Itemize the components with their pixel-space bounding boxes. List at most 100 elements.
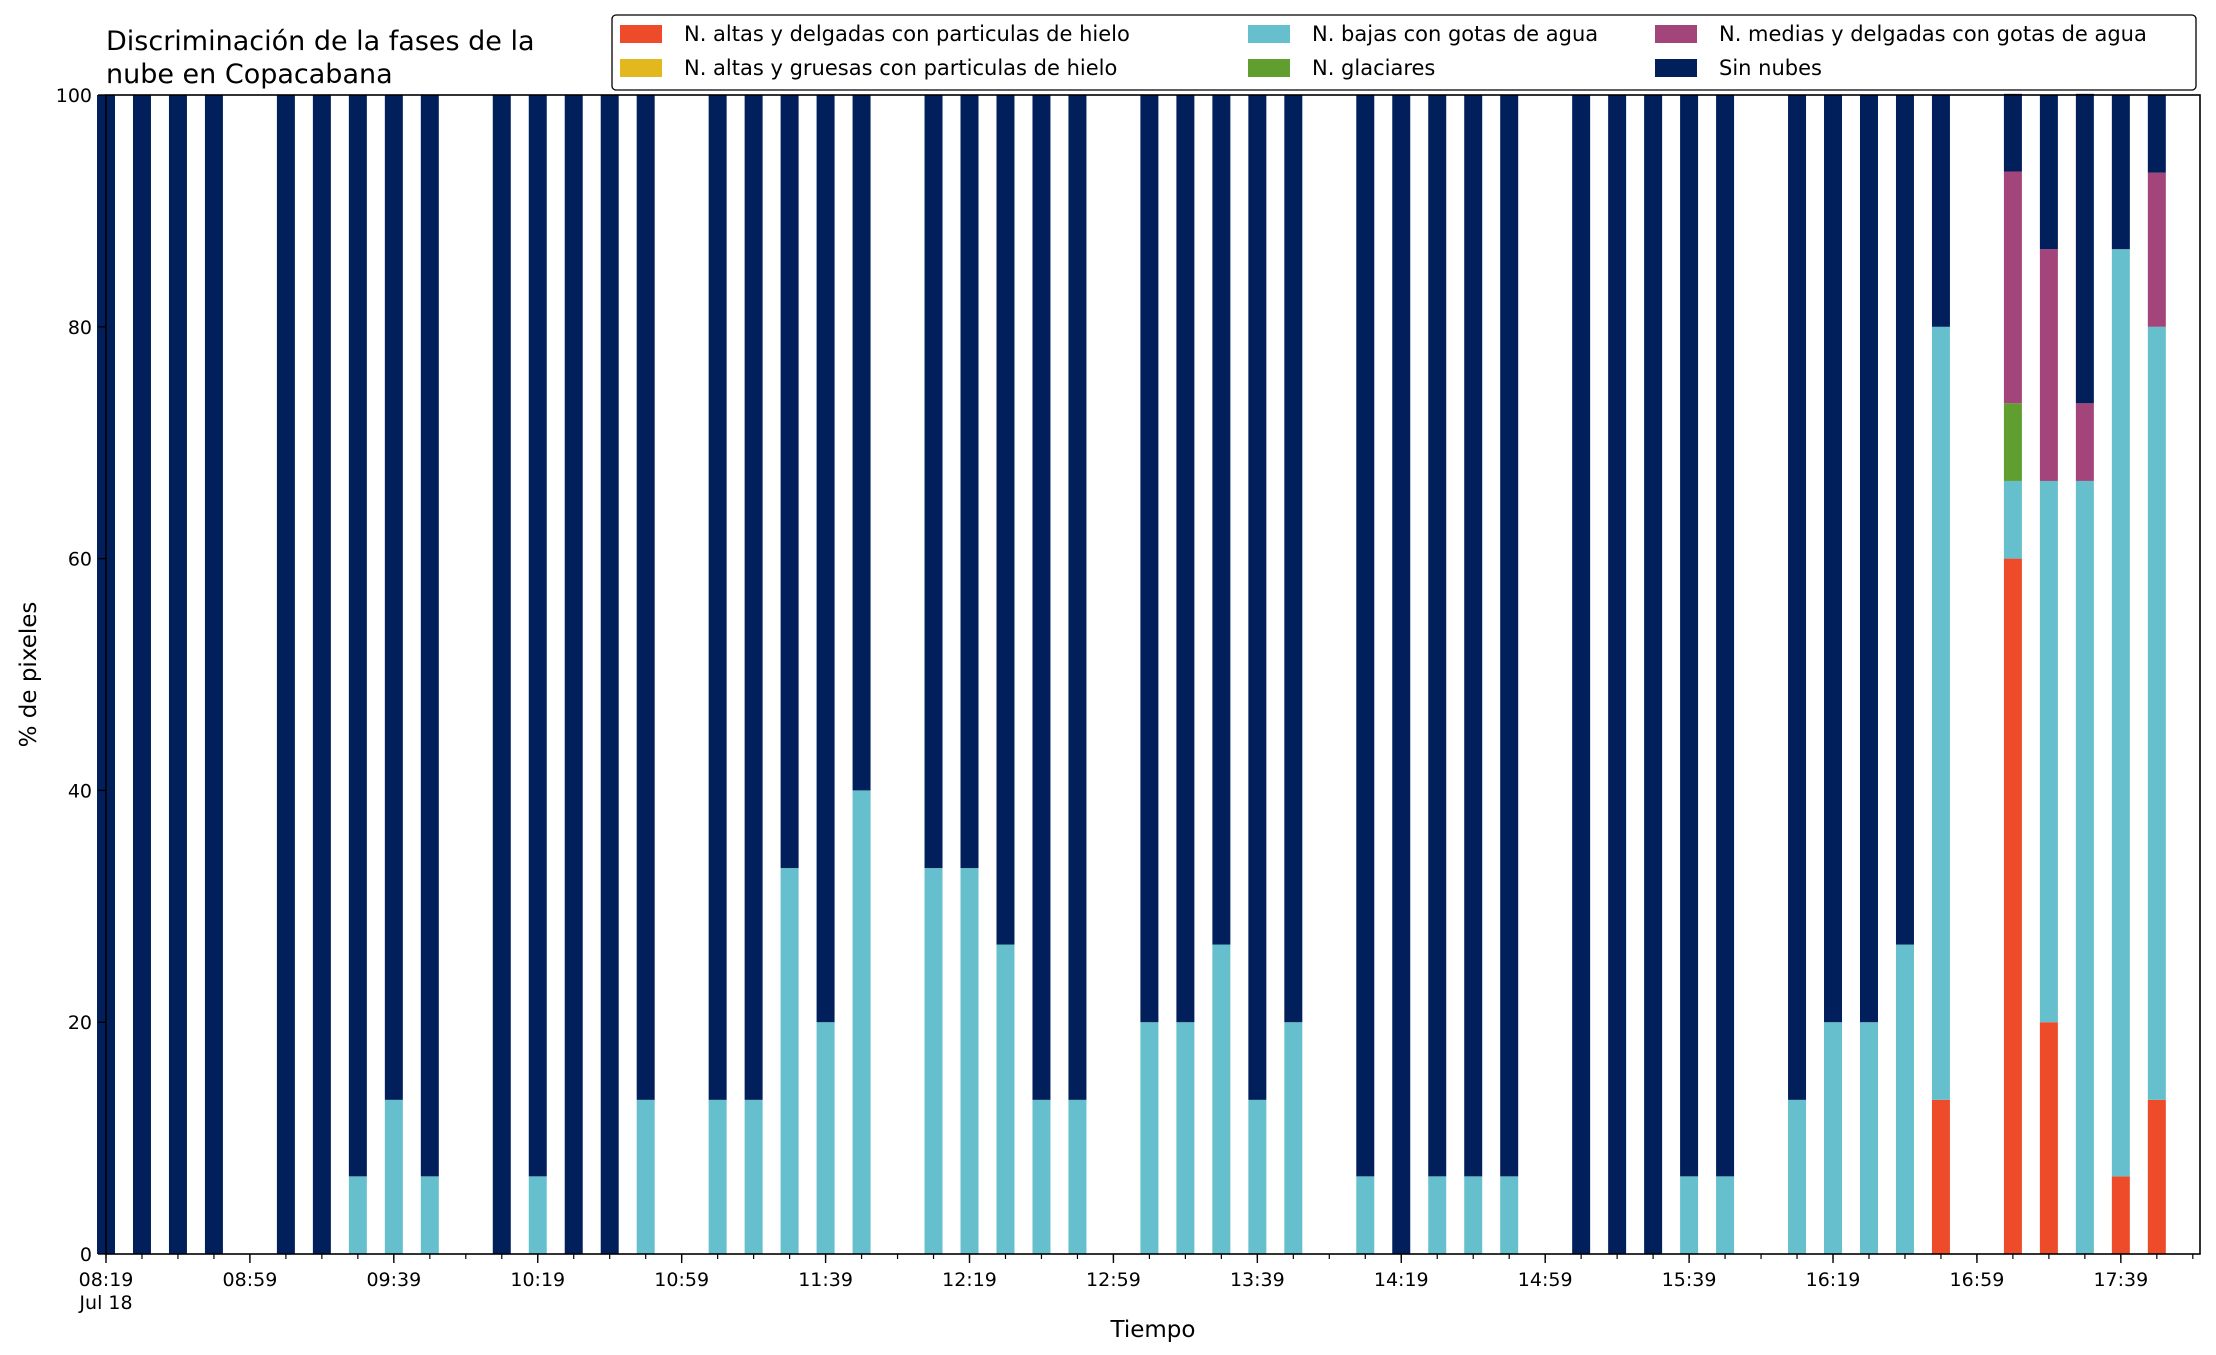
bar-segment bbox=[2039, 95, 2058, 250]
bar-segment bbox=[1680, 95, 1699, 1177]
x-tick-label: 16:19 bbox=[1806, 1269, 1861, 1291]
bar-segment bbox=[420, 95, 439, 1177]
bar-segment bbox=[168, 95, 187, 1254]
legend-entry-label: N. bajas con gotas de agua bbox=[1312, 22, 1598, 46]
bar-segment bbox=[600, 95, 619, 1254]
bar-segment bbox=[1931, 1099, 1950, 1254]
legend-swatch bbox=[1655, 59, 1697, 77]
legend-entry-label: N. glaciares bbox=[1312, 56, 1435, 80]
bar-segment bbox=[996, 95, 1015, 945]
bar-segment bbox=[1788, 1099, 1807, 1254]
bar-segment bbox=[852, 95, 871, 791]
bar-segment bbox=[1176, 1022, 1195, 1254]
bar-segment bbox=[780, 868, 799, 1254]
legend-entry-label: N. altas y delgadas con particulas de hi… bbox=[684, 22, 1130, 46]
bar-segment bbox=[1032, 95, 1051, 1100]
bar-segment bbox=[1212, 95, 1231, 945]
bar-segment bbox=[1428, 95, 1447, 1177]
bar-segment bbox=[2075, 480, 2094, 1254]
x-tick-label: 14:59 bbox=[1518, 1269, 1573, 1291]
bar-segment bbox=[132, 95, 151, 1254]
x-tick-label: 17:39 bbox=[2093, 1269, 2148, 1291]
bar-segment bbox=[2147, 326, 2166, 1100]
bar-segment bbox=[1859, 95, 1878, 1023]
bar-segment bbox=[2039, 1022, 2058, 1254]
bar-segment bbox=[1500, 95, 1519, 1177]
bar-segment bbox=[1068, 95, 1087, 1100]
y-tick-label: 40 bbox=[68, 780, 92, 802]
bar-segment bbox=[2003, 403, 2022, 481]
bar-segment bbox=[1824, 1022, 1843, 1254]
plot-frame bbox=[105, 94, 2201, 1255]
bar-segment bbox=[1931, 326, 1950, 1100]
y-tick-label: 100 bbox=[56, 85, 92, 107]
bar-segment bbox=[1680, 1176, 1699, 1254]
bar-segment bbox=[312, 95, 331, 1254]
x-tick-label: 12:19 bbox=[942, 1269, 997, 1291]
bar-segment bbox=[1716, 1176, 1735, 1254]
y-tick-label: 80 bbox=[68, 317, 92, 339]
bar-segment bbox=[2111, 95, 2130, 250]
x-tick-label: 09:39 bbox=[366, 1269, 421, 1291]
bar-segment bbox=[2147, 95, 2166, 173]
bar-segment bbox=[1716, 95, 1735, 1177]
bar-segment bbox=[1788, 95, 1807, 1100]
bar-segment bbox=[1356, 1176, 1375, 1254]
bar-segment bbox=[852, 790, 871, 1254]
bar-segment bbox=[564, 95, 583, 1254]
bar-segment bbox=[1356, 95, 1375, 1177]
x-tick-label: Jul 18 bbox=[78, 1292, 132, 1314]
bar-segment bbox=[1140, 95, 1159, 1023]
bar-segment bbox=[1895, 95, 1914, 945]
bar-segment bbox=[2039, 249, 2058, 481]
legend-swatch bbox=[1248, 25, 1290, 43]
bar-segment bbox=[1824, 95, 1843, 1023]
chart-title-line: nube en Copacabana bbox=[106, 59, 393, 90]
bar-segment bbox=[960, 868, 979, 1254]
bar-segment bbox=[528, 95, 547, 1177]
x-tick-label: 10:19 bbox=[510, 1269, 565, 1291]
bar-segment bbox=[1428, 1176, 1447, 1254]
bar-segment bbox=[816, 95, 835, 1023]
legend: N. altas y delgadas con particulas de hi… bbox=[611, 14, 2197, 91]
legend-swatch bbox=[1248, 59, 1290, 77]
bar-segment bbox=[384, 1099, 403, 1254]
bar-segment bbox=[1895, 944, 1914, 1254]
x-tick-label: 14:19 bbox=[1374, 1269, 1429, 1291]
legend-swatch bbox=[1655, 25, 1697, 43]
bar-segment bbox=[2147, 1099, 2166, 1254]
bar-segment bbox=[1859, 1022, 1878, 1254]
bar-segment bbox=[708, 95, 727, 1100]
x-tick-label: 16:59 bbox=[1950, 1269, 2005, 1291]
bar-segment bbox=[1212, 944, 1231, 1254]
bar-segment bbox=[2003, 558, 2022, 1254]
bar-segment bbox=[924, 868, 943, 1254]
bar-segment bbox=[384, 95, 403, 1100]
bar-segment bbox=[1644, 95, 1663, 1254]
bar-segment bbox=[744, 1099, 763, 1254]
x-tick-label: 13:39 bbox=[1230, 1269, 1285, 1291]
bar-segment bbox=[924, 95, 943, 869]
bar-segment bbox=[1500, 1176, 1519, 1254]
legend-entry-label: N. medias y delgadas con gotas de agua bbox=[1719, 22, 2147, 46]
bar-segment bbox=[1464, 1176, 1483, 1254]
x-tick-label: 11:39 bbox=[798, 1269, 853, 1291]
bar-segment bbox=[1392, 95, 1411, 1254]
bar-segment bbox=[636, 95, 655, 1100]
legend-entry-label: Sin nubes bbox=[1719, 56, 1822, 80]
x-tick-label: 15:39 bbox=[1662, 1269, 1717, 1291]
bar-segment bbox=[2003, 480, 2022, 559]
bar-segment bbox=[2003, 171, 2022, 404]
bars-group bbox=[97, 93, 2166, 1254]
bar-segment bbox=[420, 1176, 439, 1254]
bar-segment bbox=[996, 944, 1015, 1254]
legend-entry-label: N. altas y gruesas con particulas de hie… bbox=[684, 56, 1117, 80]
bar-segment bbox=[528, 1176, 547, 1254]
x-axis-label: Tiempo bbox=[1110, 1317, 1196, 1343]
bar-segment bbox=[1284, 95, 1303, 1023]
bar-segment bbox=[2147, 172, 2166, 327]
bar-segment bbox=[276, 95, 295, 1254]
bar-segment bbox=[1032, 1099, 1051, 1254]
